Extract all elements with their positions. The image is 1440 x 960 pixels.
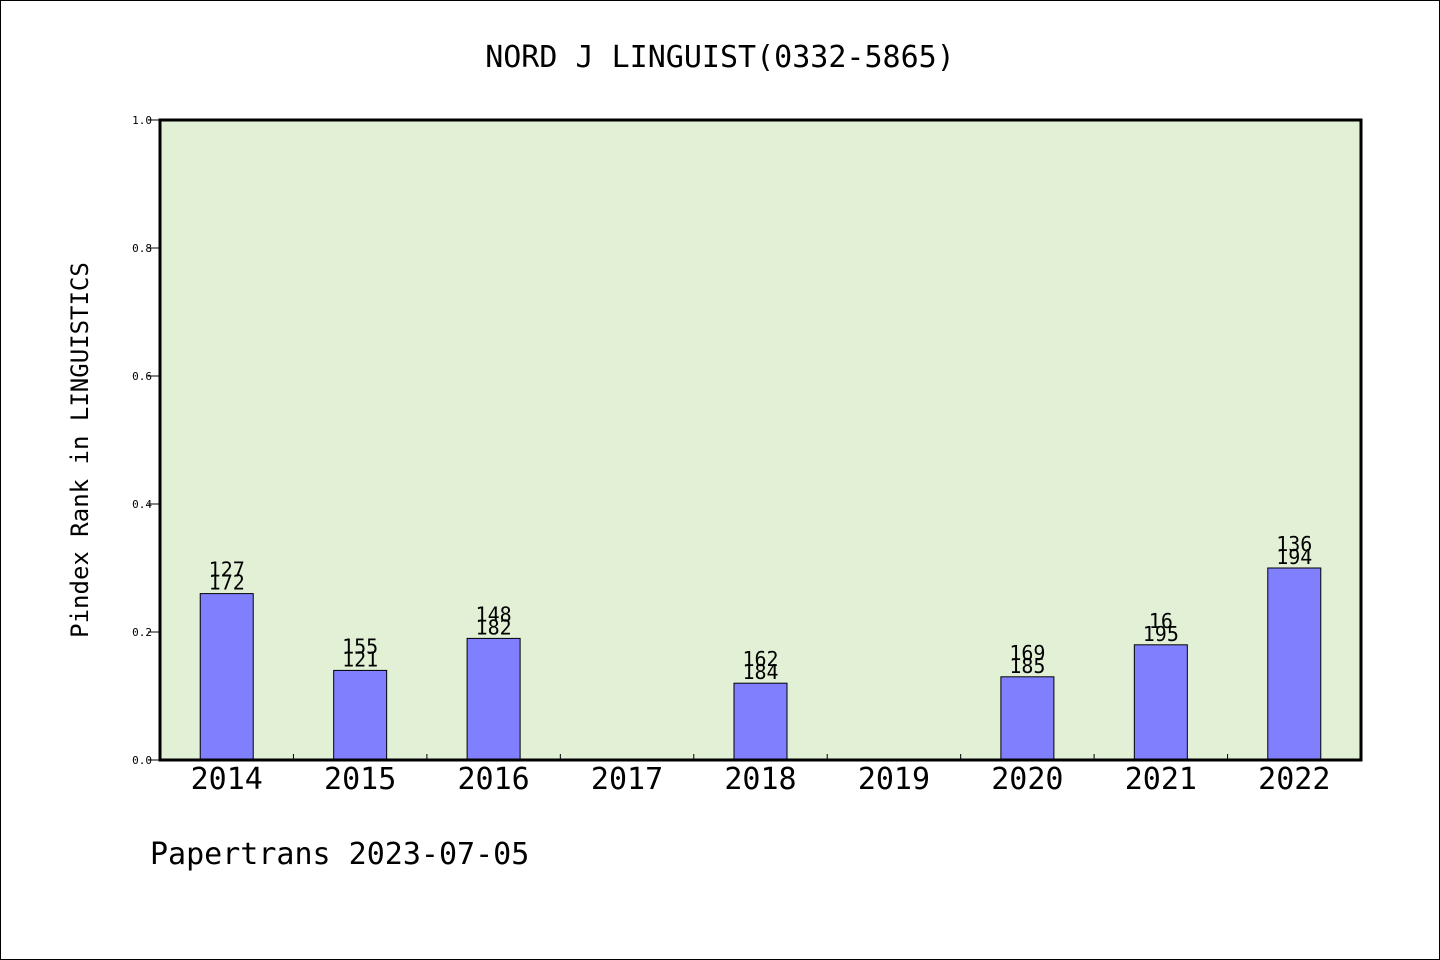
x-tick-label: 2020: [991, 762, 1063, 797]
y-tick-label: 0.0: [132, 754, 152, 767]
x-tick-label: 2015: [324, 762, 396, 797]
x-tick-label: 2018: [724, 762, 796, 797]
bar-label-top: 136: [1276, 532, 1312, 556]
bar-label-bottom: 121: [342, 647, 378, 671]
bar-label-bottom: 172: [209, 571, 245, 595]
bar: [1133, 644, 1188, 761]
y-tick-label: 0.2: [132, 626, 152, 639]
footer-credit: Papertrans 2023-07-05: [150, 837, 529, 872]
bar-label-top: 169: [1009, 641, 1045, 665]
x-tick-label: 2019: [858, 762, 930, 797]
x-tick-label: 2022: [1258, 762, 1330, 797]
y-axis: 0.0 0.2 0.4 0.6 0.8 1.0: [132, 114, 160, 767]
bar: [1267, 567, 1322, 761]
bar-label-bottom: 182: [476, 615, 512, 639]
x-tick-label: 2016: [457, 762, 529, 797]
bar: [733, 682, 788, 761]
x-tick-label: 2014: [191, 762, 263, 797]
bar-label-bottom: 185: [1009, 654, 1045, 678]
bar-label-top: 155: [342, 634, 378, 658]
bar-series: [199, 567, 1322, 761]
x-tick-label: 2017: [591, 762, 663, 797]
chart-title: NORD J LINGUIST(0332-5865): [485, 40, 955, 75]
y-axis-label: Pindex Rank in LINGUISTICS: [66, 262, 94, 638]
bar-label-top: 16: [1149, 609, 1173, 633]
y-tick-label: 0.4: [132, 498, 152, 511]
bar-label-bottom: 195: [1143, 622, 1179, 646]
plot-border: [158, 118, 1363, 762]
bar-label-top: 127: [209, 558, 245, 582]
bar: [1000, 676, 1055, 761]
bar: [333, 669, 388, 761]
x-tick-label: 2021: [1125, 762, 1197, 797]
y-tick-label: 1.0: [132, 114, 152, 127]
bar-label-top: 162: [742, 647, 778, 671]
bar-label-bottom: 194: [1276, 545, 1312, 569]
x-axis: 2014 2015 2016 2017 2018 2019 2020 2021 2022: [191, 754, 1330, 797]
bar-label-bottom: 184: [742, 660, 778, 684]
y-tick-label: 0.6: [132, 370, 152, 383]
y-tick-label: 0.8: [132, 242, 152, 255]
bar: [199, 593, 254, 761]
bar-label-top: 148: [476, 602, 512, 626]
bar: [466, 637, 521, 761]
